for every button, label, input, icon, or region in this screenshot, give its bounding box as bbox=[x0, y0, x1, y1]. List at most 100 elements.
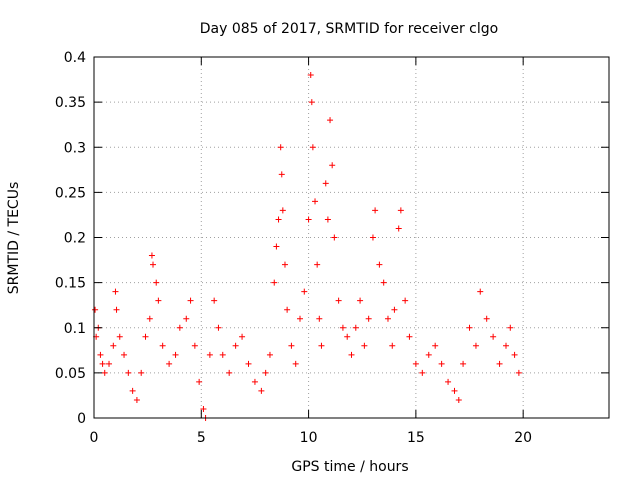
y-tick-label: 0.1 bbox=[64, 321, 86, 337]
x-tick-label: 15 bbox=[407, 430, 425, 446]
data-point bbox=[187, 297, 194, 304]
data-point bbox=[507, 324, 514, 331]
data-point bbox=[352, 324, 359, 331]
data-point bbox=[200, 405, 207, 412]
data-point bbox=[322, 180, 329, 187]
data-point bbox=[266, 351, 273, 358]
data-point bbox=[432, 342, 439, 349]
data-point bbox=[232, 342, 239, 349]
axis-ticks: 0 0.05 0.1 0.15 0.2 0.25 0.3 0.35 0.4 0 5 10 15 20 bbox=[55, 50, 609, 446]
data-points bbox=[92, 72, 522, 421]
y-tick-label: 0.35 bbox=[55, 95, 86, 111]
data-point bbox=[159, 342, 166, 349]
data-point bbox=[425, 351, 432, 358]
data-point bbox=[172, 351, 179, 358]
data-point bbox=[472, 342, 479, 349]
data-point bbox=[327, 117, 334, 124]
data-point bbox=[206, 351, 213, 358]
data-point bbox=[196, 378, 203, 385]
data-point bbox=[361, 342, 368, 349]
data-point bbox=[116, 333, 123, 340]
data-point bbox=[309, 144, 316, 151]
data-point bbox=[92, 306, 99, 313]
data-point bbox=[110, 342, 117, 349]
data-point bbox=[365, 315, 372, 322]
data-point bbox=[308, 99, 315, 106]
y-tick-label: 0.05 bbox=[55, 366, 86, 382]
y-tick-label: 0.4 bbox=[64, 50, 86, 66]
data-point bbox=[273, 243, 280, 250]
grid bbox=[94, 57, 609, 418]
data-point bbox=[271, 279, 278, 286]
y-tick-label: 0.2 bbox=[64, 231, 86, 247]
data-point bbox=[372, 207, 379, 214]
chart-title: Day 085 of 2017, SRMTID for receiver clg… bbox=[200, 21, 498, 37]
data-point bbox=[133, 396, 140, 403]
data-point bbox=[305, 216, 312, 223]
data-point bbox=[391, 306, 398, 313]
data-point bbox=[125, 369, 132, 376]
data-point bbox=[395, 225, 402, 232]
data-point bbox=[307, 72, 314, 79]
y-axis-label: SRMTID / TECUs bbox=[6, 182, 22, 295]
data-point bbox=[292, 360, 299, 367]
data-point bbox=[369, 234, 376, 241]
data-point bbox=[339, 324, 346, 331]
data-point bbox=[166, 360, 173, 367]
data-point bbox=[275, 216, 282, 223]
data-point bbox=[312, 198, 319, 205]
data-point bbox=[455, 396, 462, 403]
data-point bbox=[483, 315, 490, 322]
data-point bbox=[278, 171, 285, 178]
data-point bbox=[106, 360, 113, 367]
data-point bbox=[445, 378, 452, 385]
data-point bbox=[146, 315, 153, 322]
data-point bbox=[376, 261, 383, 268]
data-point bbox=[402, 297, 409, 304]
data-point bbox=[284, 306, 291, 313]
data-point bbox=[503, 342, 509, 349]
data-point bbox=[466, 324, 473, 331]
data-point bbox=[150, 261, 157, 268]
data-point bbox=[262, 369, 269, 376]
data-point bbox=[438, 360, 445, 367]
data-point bbox=[129, 387, 136, 394]
data-point bbox=[324, 216, 331, 223]
data-point bbox=[329, 162, 336, 169]
data-point bbox=[155, 297, 162, 304]
x-tick-label: 5 bbox=[197, 430, 206, 446]
data-point bbox=[121, 351, 128, 358]
data-point bbox=[384, 315, 391, 322]
x-tick-label: 20 bbox=[514, 430, 532, 446]
data-point bbox=[316, 315, 323, 322]
data-point bbox=[101, 369, 108, 376]
y-tick-label: 0.15 bbox=[55, 276, 86, 292]
data-point bbox=[515, 369, 522, 376]
data-point bbox=[406, 333, 413, 340]
data-point bbox=[258, 387, 265, 394]
data-point bbox=[226, 369, 233, 376]
data-point bbox=[288, 342, 295, 349]
y-tick-label: 0.3 bbox=[64, 140, 86, 156]
data-point bbox=[496, 360, 503, 367]
data-point bbox=[412, 360, 419, 367]
data-point bbox=[451, 387, 458, 394]
data-point bbox=[239, 333, 246, 340]
data-point bbox=[348, 351, 355, 358]
x-tick-label: 0 bbox=[90, 430, 99, 446]
data-point bbox=[460, 360, 467, 367]
data-point bbox=[301, 288, 308, 295]
x-tick-label: 10 bbox=[300, 430, 318, 446]
data-point bbox=[211, 297, 218, 304]
data-point bbox=[148, 252, 155, 259]
data-point bbox=[138, 369, 145, 376]
data-point bbox=[142, 333, 149, 340]
data-point bbox=[281, 261, 288, 268]
data-point bbox=[245, 360, 252, 367]
data-point bbox=[511, 351, 518, 358]
data-point bbox=[297, 315, 303, 322]
data-point bbox=[397, 207, 404, 214]
data-point bbox=[477, 288, 484, 295]
